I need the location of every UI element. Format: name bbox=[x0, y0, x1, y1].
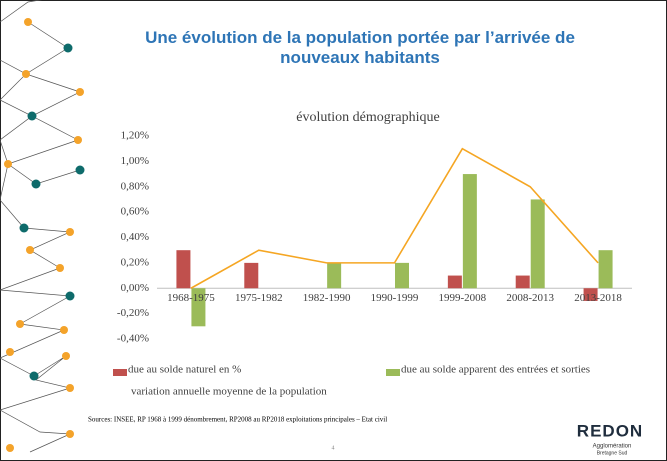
y-tick-label: 0,20% bbox=[121, 256, 149, 268]
sources: Sources: INSEE, RP 1968 à 1999 dénombrem… bbox=[88, 416, 387, 424]
dot bbox=[62, 352, 70, 360]
dot bbox=[74, 136, 82, 144]
dot bbox=[27, 111, 37, 121]
legend-label: variation annuelle moyenne de la populat… bbox=[131, 386, 327, 398]
dot bbox=[22, 70, 30, 78]
line bbox=[190, 147, 599, 289]
network-line bbox=[0, 0, 43, 23]
dot bbox=[63, 43, 73, 53]
bar bbox=[598, 250, 613, 289]
network-line bbox=[0, 59, 72, 453]
dot bbox=[56, 264, 64, 272]
dot bbox=[6, 348, 14, 356]
logo-line: Agglomération bbox=[593, 444, 632, 450]
logo-line: Bretagne Sud bbox=[597, 450, 628, 456]
y-tick-label: 1,20% bbox=[121, 130, 149, 142]
dot bbox=[60, 326, 68, 334]
dot bbox=[66, 430, 74, 438]
chart-title: évolution démographique bbox=[296, 110, 439, 125]
y-tick-label: -0,40% bbox=[117, 333, 149, 345]
dot bbox=[19, 223, 29, 233]
dot bbox=[65, 291, 75, 301]
legend-swatch bbox=[386, 369, 400, 376]
dot bbox=[24, 18, 32, 26]
dot bbox=[66, 228, 74, 236]
bar bbox=[462, 174, 477, 289]
bar bbox=[447, 275, 462, 289]
dot bbox=[26, 246, 34, 254]
decoration bbox=[0, 0, 81, 453]
bar bbox=[583, 288, 598, 301]
x-tick-label: 1982-1990 bbox=[303, 292, 351, 304]
dot bbox=[31, 179, 41, 189]
bar bbox=[327, 262, 342, 289]
bar bbox=[176, 250, 191, 289]
dot bbox=[29, 371, 39, 381]
legend-swatch bbox=[113, 369, 127, 376]
y-tick-label: 1,00% bbox=[121, 155, 149, 167]
x-tick-label: 1975-1982 bbox=[235, 292, 283, 304]
x-tick-label: 1968-1975 bbox=[167, 292, 215, 304]
dot bbox=[66, 384, 74, 392]
decoration-dots bbox=[4, 18, 85, 452]
y-tick-label: -0,20% bbox=[117, 307, 149, 319]
x-tick-label: 1990-1999 bbox=[371, 292, 419, 304]
y-tick-label: 0,60% bbox=[121, 206, 149, 218]
bar bbox=[530, 199, 545, 289]
bar bbox=[515, 275, 530, 289]
bar bbox=[191, 288, 206, 327]
dot bbox=[4, 160, 12, 168]
x-tick-label: 2013-2018 bbox=[574, 292, 622, 304]
x-tick-label: 2008-2013 bbox=[506, 292, 554, 304]
y-tick-label: 0,40% bbox=[121, 231, 149, 243]
slide-title: Une évolution de la population portée pa… bbox=[145, 28, 575, 67]
dot bbox=[16, 320, 24, 328]
bar bbox=[244, 262, 259, 289]
legend-label: due au solde apparent des entrées et sor… bbox=[401, 364, 590, 376]
dot bbox=[75, 165, 85, 175]
dot bbox=[76, 88, 84, 96]
logo-name: REDON bbox=[577, 421, 643, 440]
x-tick-label: 1999-2008 bbox=[439, 292, 487, 304]
y-tick-label: 0,80% bbox=[121, 180, 149, 192]
legend-label: due au solde naturel en % bbox=[128, 364, 241, 376]
y-tick-label: 0,00% bbox=[121, 282, 149, 294]
bar bbox=[395, 262, 409, 289]
dot bbox=[6, 444, 14, 452]
page-number: 4 bbox=[332, 445, 335, 451]
